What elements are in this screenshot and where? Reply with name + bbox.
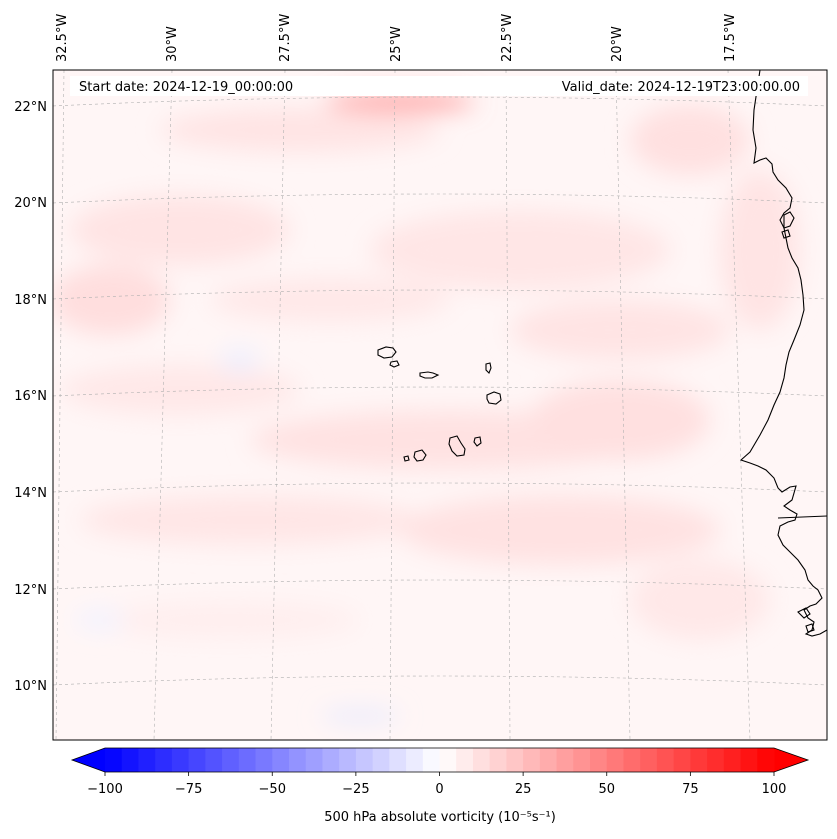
colorbar-segment [757, 748, 775, 772]
colorbar-tick-label: 75 [682, 782, 699, 797]
colorbar-segment [456, 748, 474, 772]
colorbar-label: 500 hPa absolute vorticity (10⁻⁵s⁻¹) [324, 810, 556, 825]
longitude-label: 22.5°W [500, 14, 515, 62]
colorbar-segment [205, 748, 223, 772]
colorbar-segment [640, 748, 658, 772]
colorbar-segment [539, 748, 558, 772]
colorbar-low-extend [72, 748, 105, 772]
colorbar-segment [171, 748, 190, 772]
colorbar-segment [690, 748, 708, 772]
colorbar-segments [105, 748, 775, 772]
latitude-label: 14°N [14, 486, 47, 501]
longitude-label: 17.5°W [723, 14, 738, 62]
latitude-label: 20°N [14, 196, 47, 211]
colorbar-segment [188, 748, 206, 772]
colorbar-segment [590, 748, 608, 772]
start-date-text: Start date: 2024-12-19_00:00:00 [79, 80, 293, 95]
colorbar-segment [422, 748, 440, 772]
island-sal [485, 362, 492, 374]
colorbar-segment [155, 748, 173, 772]
colorbar-segment [272, 748, 290, 772]
colorbar-segment [105, 748, 123, 772]
colorbar-tick-label: 0 [435, 782, 443, 797]
latitude-labels: 22°N 20°N 18°N 16°N 14°N 12°N 10°N [14, 100, 47, 694]
colorbar-segment [489, 748, 507, 772]
island-fogo [413, 449, 427, 462]
colorbar-segment [389, 748, 407, 772]
colorbar-tick-label: −25 [342, 782, 369, 797]
longitude-label: 27.5°W [278, 14, 293, 62]
colorbar-segment [355, 748, 374, 772]
longitude-labels: 32.5°W 30°W 27.5°W 25°W 22.5°W 20°W 17.5… [55, 14, 738, 62]
colorbar-ticks: −100 −75 −50 −25 0 25 50 75 100 [87, 772, 786, 797]
colorbar-segment [472, 748, 491, 772]
colorbar-segment [439, 748, 457, 772]
map-frame [52, 69, 828, 741]
colorbar-segment [138, 748, 156, 772]
latitude-label: 12°N [14, 583, 47, 598]
latitude-label: 22°N [14, 100, 47, 115]
latitude-label: 18°N [14, 293, 47, 308]
cape-verde-islands [377, 346, 502, 462]
colorbar-segment [707, 748, 725, 772]
colorbar-tick-label: −75 [175, 782, 202, 797]
colorbar-segment [656, 748, 675, 772]
colorbar-segment [121, 748, 139, 772]
colorbar-segment [606, 748, 624, 772]
colorbar-segment [305, 748, 323, 772]
colorbar-tick-label: 25 [515, 782, 532, 797]
colorbar-segment [255, 748, 273, 772]
map-area[interactable] [50, 70, 827, 740]
longitude-label: 30°W [165, 26, 180, 62]
colorbar-segment [322, 748, 340, 772]
island-brava [403, 455, 410, 462]
colorbar-segment [673, 748, 691, 772]
colorbar-segment [740, 748, 758, 772]
colorbar-segment [339, 748, 357, 772]
island-boa-vista [486, 391, 502, 405]
colorbar-segment [506, 748, 524, 772]
colorbar-segment [623, 748, 641, 772]
colorbar-segment [523, 748, 541, 772]
colorbar: −100 −75 −50 −25 0 25 50 75 100 500 hPa absolute… [70, 747, 810, 825]
colorbar-segment [288, 748, 307, 772]
colorbar-high-extend [774, 748, 808, 772]
vorticity-shading [53, 92, 800, 722]
colorbar-segment [556, 748, 574, 772]
island-sao-vicente [389, 360, 400, 368]
island-sao-nicolau [419, 371, 440, 379]
colorbar-segment [238, 748, 257, 772]
colorbar-segment [222, 748, 240, 772]
colorbar-tick-label: −50 [259, 782, 286, 797]
longitude-label: 20°W [610, 26, 625, 62]
colorbar-tick-label: 50 [598, 782, 615, 797]
gridlines [53, 70, 827, 740]
colorbar-segment [723, 748, 742, 772]
island-santo-antao [377, 346, 397, 359]
colorbar-segment [406, 748, 424, 772]
longitude-label: 25°W [389, 26, 404, 62]
longitude-label: 32.5°W [55, 14, 70, 62]
date-header-band [70, 76, 808, 96]
island-santiago [448, 435, 466, 457]
african-coastline [739, 70, 827, 637]
colorbar-segment [372, 748, 390, 772]
latitude-label: 16°N [14, 389, 47, 404]
colorbar-segment [573, 748, 591, 772]
colorbar-tick-label: −100 [87, 782, 123, 797]
colorbar-tick-label: 100 [762, 782, 787, 797]
island-maio [473, 436, 482, 447]
valid-date-text: Valid_date: 2024-12-19T23:00:00.00 [562, 80, 800, 95]
latitude-label: 10°N [14, 679, 47, 694]
